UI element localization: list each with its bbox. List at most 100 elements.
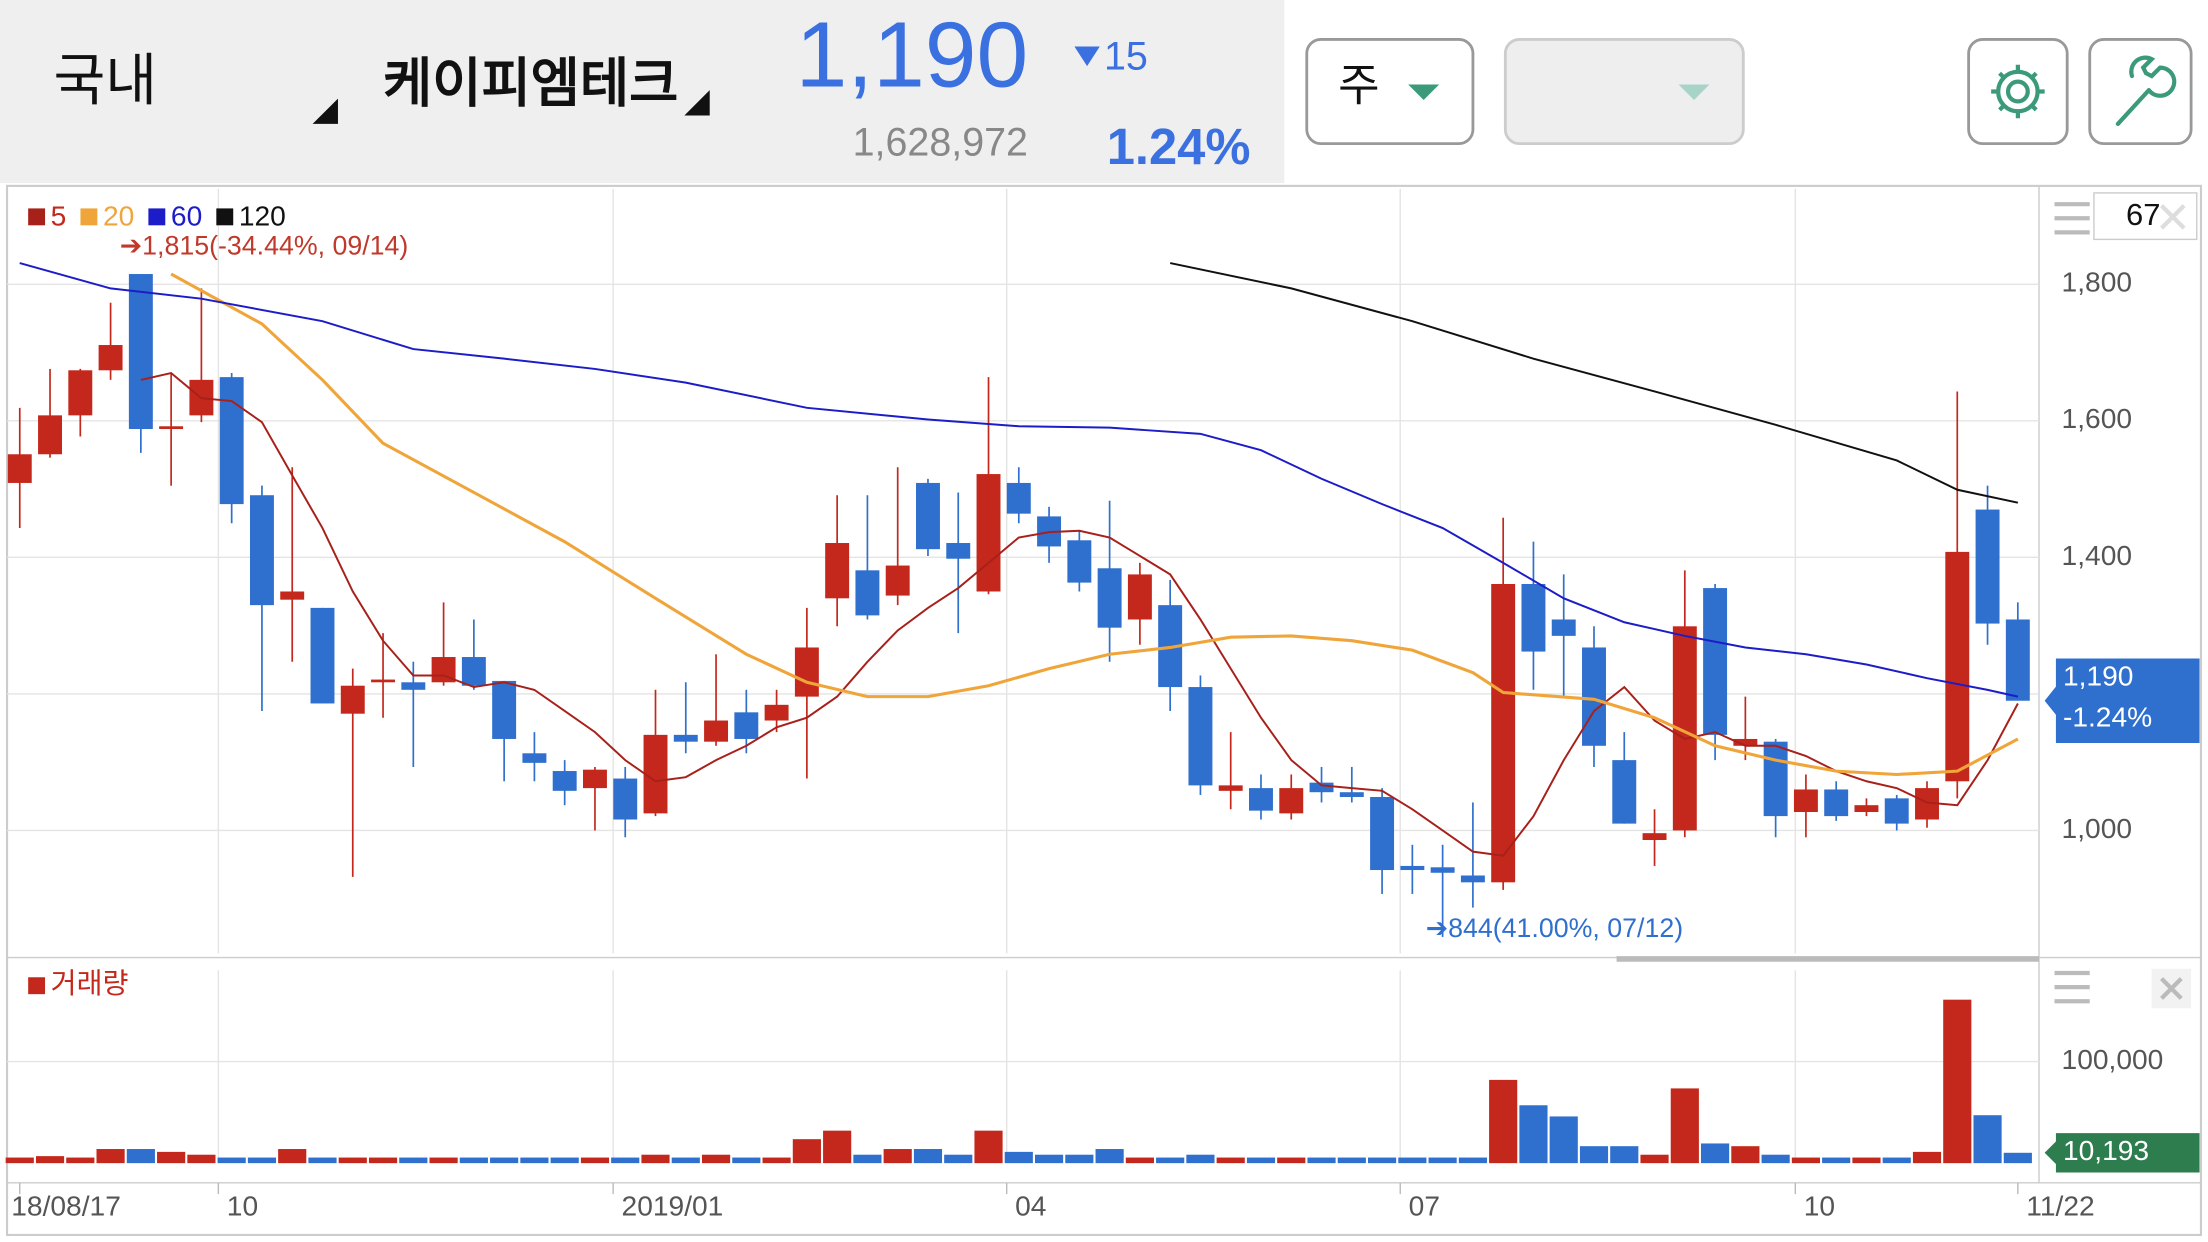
legend-label: 20 — [103, 201, 134, 232]
candle-body — [613, 778, 638, 820]
tools-button[interactable] — [2088, 38, 2193, 146]
volume-bar — [1579, 1146, 1609, 1164]
volume-bar — [1731, 1146, 1760, 1164]
indicator-dropdown[interactable] — [1503, 38, 1745, 146]
settings-button[interactable] — [1967, 38, 2069, 146]
volume-bar — [459, 1157, 488, 1164]
volume-bar — [732, 1157, 761, 1164]
ma-line — [1169, 262, 2019, 504]
candle-body — [1884, 798, 1909, 824]
volume-bar — [974, 1130, 1003, 1164]
stock-name[interactable]: 케이피엠테크 — [383, 54, 678, 113]
volume-bar — [1701, 1143, 1730, 1164]
candle-body — [1915, 788, 1939, 820]
candle-body — [280, 591, 305, 600]
candle-body — [1006, 482, 1031, 514]
candle-body — [1854, 805, 1879, 813]
x-tick-label: 10 — [1804, 1191, 1835, 1222]
candle-body — [1249, 788, 1273, 811]
x-tick-label: 07 — [1409, 1191, 1440, 1222]
trade-volume: 1,628,972 — [853, 120, 1028, 164]
volume-bar — [96, 1149, 125, 1164]
low-annotation: ➔844(41.00%, 07/12) — [1426, 913, 1683, 943]
period-arrow[interactable] — [1408, 84, 1440, 100]
volume-bar — [550, 1157, 579, 1164]
candle-body — [764, 704, 789, 721]
stock-dropdown-arrow[interactable] — [684, 90, 710, 116]
volume-bar — [671, 1157, 700, 1164]
volume-bar — [611, 1157, 640, 1164]
y-tick-label: 1,800 — [2062, 267, 2132, 298]
volume-bar — [1398, 1157, 1427, 1164]
volume-bar — [2003, 1152, 2032, 1164]
volume-bar — [1822, 1157, 1851, 1164]
volume-bar — [187, 1154, 216, 1164]
volume-bar — [1882, 1157, 1911, 1164]
close-icon[interactable] — [2160, 204, 2186, 230]
period-label[interactable]: 주 — [1338, 60, 1379, 111]
x-tick-label: 2019/01 — [622, 1191, 724, 1222]
volume-bar — [278, 1149, 307, 1164]
candle-body — [1430, 867, 1455, 873]
volume-bar — [913, 1149, 943, 1164]
ma-line — [170, 272, 2019, 777]
market-selector[interactable]: 국내 — [54, 48, 158, 111]
volume-bar — [308, 1157, 337, 1164]
candle-body — [1612, 760, 1637, 824]
volume-bar — [1095, 1149, 1124, 1164]
menu-icon[interactable] — [2054, 202, 2090, 235]
candle-body — [1582, 647, 1606, 746]
wrench-icon[interactable] — [2115, 55, 2177, 127]
candle-body — [552, 771, 577, 791]
volume-bar — [35, 1156, 65, 1164]
candle-body — [492, 680, 517, 739]
y-tick-label: 1,000 — [2062, 813, 2132, 844]
volume-bar — [1549, 1116, 1578, 1164]
volume-bar — [1943, 999, 1972, 1164]
candle-body — [340, 685, 365, 714]
volume-bar — [1307, 1157, 1336, 1164]
volume-bar — [701, 1154, 731, 1164]
plot: 18/08/17102019/0104071011/221,0001,2001,… — [5, 188, 2200, 1222]
period-button[interactable] — [1305, 38, 1475, 146]
market-dropdown-arrow[interactable] — [312, 98, 338, 124]
volume-close-icon[interactable] — [2160, 977, 2183, 1000]
candle-body — [38, 415, 62, 455]
volume-bar — [1246, 1157, 1276, 1164]
candle-body — [98, 345, 123, 371]
x-tick-label: 10 — [227, 1191, 258, 1222]
volume-bar — [1428, 1157, 1457, 1164]
candle-body — [734, 712, 759, 739]
candle-body — [1793, 789, 1818, 813]
volume-bar — [520, 1157, 549, 1164]
volume-bar — [1186, 1154, 1215, 1164]
volume-bar — [247, 1157, 277, 1164]
candle-body — [461, 657, 486, 686]
volume-menu-icon[interactable] — [2054, 970, 2090, 1004]
down-triangle — [1074, 46, 1100, 67]
count-box[interactable] — [2093, 192, 2198, 241]
volume-bar — [66, 1157, 95, 1164]
legend-swatch — [28, 977, 46, 995]
volume-bar — [399, 1157, 428, 1164]
candle-body — [794, 647, 819, 697]
volume-bar — [580, 1157, 610, 1164]
candle-body — [1067, 540, 1092, 583]
chart-frame — [5, 184, 2203, 1237]
y-tick-label: 1,400 — [2062, 540, 2132, 571]
volume-bar — [338, 1157, 367, 1164]
gear-icon[interactable] — [1991, 64, 2045, 119]
candle-body — [1097, 568, 1122, 628]
candle-body — [1733, 738, 1758, 746]
volume-bar — [853, 1154, 882, 1164]
candle-body — [976, 474, 1001, 592]
candle-body — [1672, 626, 1697, 831]
y-tick-label: 100,000 — [2062, 1044, 2164, 1075]
candle-body — [1763, 741, 1788, 817]
indicator-arrow[interactable] — [1678, 84, 1710, 100]
last-price-label: 1,190 — [2063, 661, 2133, 692]
candle-body — [68, 370, 93, 416]
candle-body — [159, 426, 184, 430]
